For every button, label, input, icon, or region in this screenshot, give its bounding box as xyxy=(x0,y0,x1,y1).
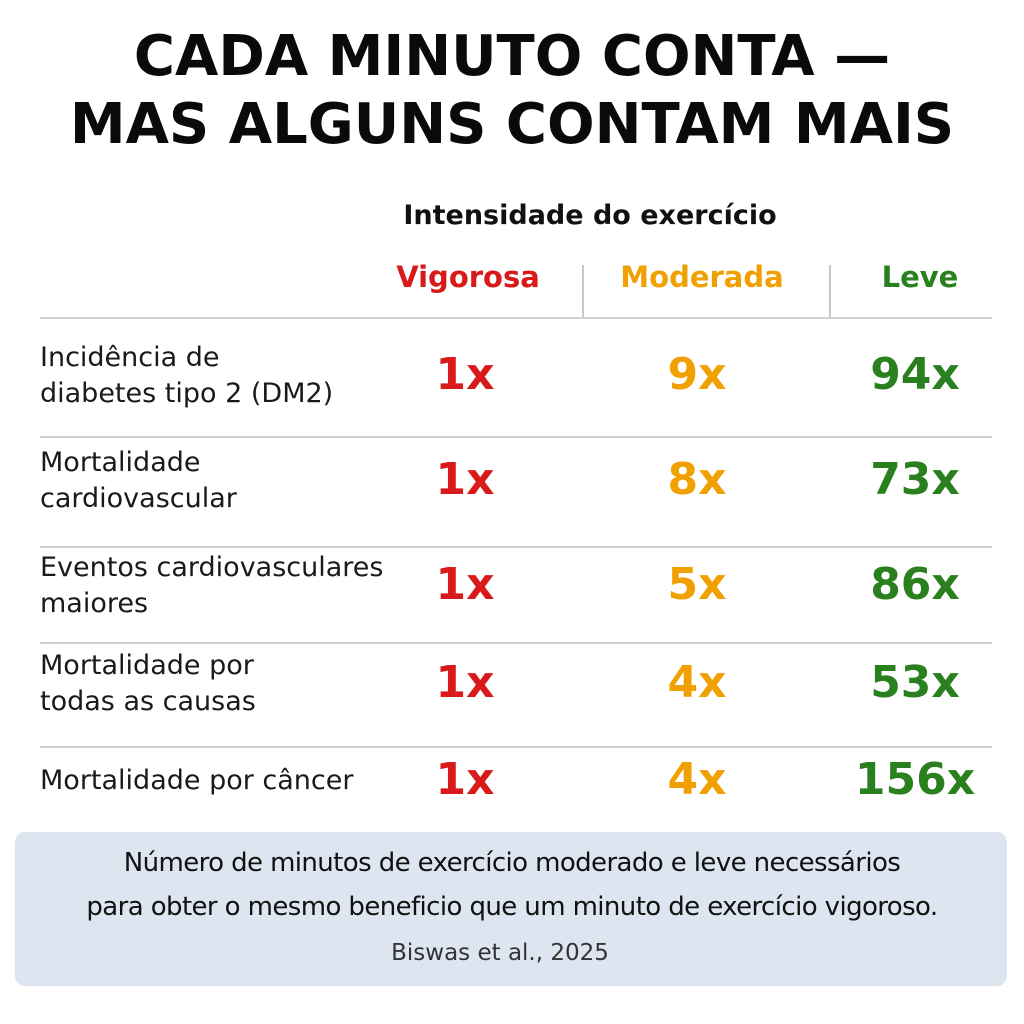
citation: Biswas et al., 2025 xyxy=(391,940,609,966)
row-label-line-2: maiores xyxy=(40,588,149,619)
row-divider xyxy=(40,746,992,748)
row-label-line-1: Incidência de xyxy=(40,342,220,373)
row-value-vigorosa: 1x xyxy=(435,559,495,610)
row-value-vigorosa: 1x xyxy=(435,657,495,708)
title-line-1: CADA MINUTO CONTA — xyxy=(133,24,891,89)
row-value-leve: 156x xyxy=(854,754,976,805)
row-value-moderada: 5x xyxy=(667,559,727,610)
row-divider xyxy=(40,642,992,644)
row-label: Incidência de diabetes tipo 2 (DM2) xyxy=(40,340,333,412)
footer-note-box xyxy=(15,832,1007,986)
row-label: Mortalidade por câncer xyxy=(40,763,353,799)
row-value-vigorosa: 1x xyxy=(435,454,495,505)
row-label-line-1: Mortalidade por câncer xyxy=(40,765,354,796)
table-subtitle: Intensidade do exercício xyxy=(403,200,777,231)
row-value-leve: 94x xyxy=(870,349,960,400)
row-label-line-1: Mortalidade xyxy=(40,447,201,478)
row-divider xyxy=(40,546,992,548)
row-label-line-2: diabetes tipo 2 (DM2) xyxy=(40,378,334,409)
column-header-leve: Leve xyxy=(881,260,959,294)
row-label-line-2: todas as causas xyxy=(40,686,256,717)
column-header-vigorosa: Vigorosa xyxy=(396,260,540,294)
row-value-leve: 73x xyxy=(870,454,960,505)
row-label: Eventos cardiovasculares maiores xyxy=(40,550,383,622)
row-divider xyxy=(40,436,992,438)
footer-note-line-2: para obter o mesmo beneficio que um minu… xyxy=(86,892,938,922)
title-line-2: MAS ALGUNS CONTAM MAIS xyxy=(69,92,955,157)
row-label-line-1: Eventos cardiovasculares xyxy=(40,552,384,583)
row-value-vigorosa: 1x xyxy=(435,349,495,400)
row-value-leve: 86x xyxy=(870,559,960,610)
row-label-line-1: Mortalidade por xyxy=(40,650,254,681)
row-value-moderada: 9x xyxy=(667,349,727,400)
row-value-leve: 53x xyxy=(870,657,960,708)
footer-note-line-1: Número de minutos de exercício moderado … xyxy=(123,848,901,878)
header-divider xyxy=(40,317,992,319)
row-value-moderada: 8x xyxy=(667,454,727,505)
row-value-vigorosa: 1x xyxy=(435,754,495,805)
row-label: Mortalidade por todas as causas xyxy=(40,648,256,720)
column-divider xyxy=(829,265,831,318)
row-value-moderada: 4x xyxy=(667,754,727,805)
row-label-line-2: cardiovascular xyxy=(40,483,237,514)
row-label: Mortalidade cardiovascular xyxy=(40,445,237,517)
column-divider xyxy=(582,265,584,318)
column-header-moderada: Moderada xyxy=(620,260,784,294)
row-value-moderada: 4x xyxy=(667,657,727,708)
